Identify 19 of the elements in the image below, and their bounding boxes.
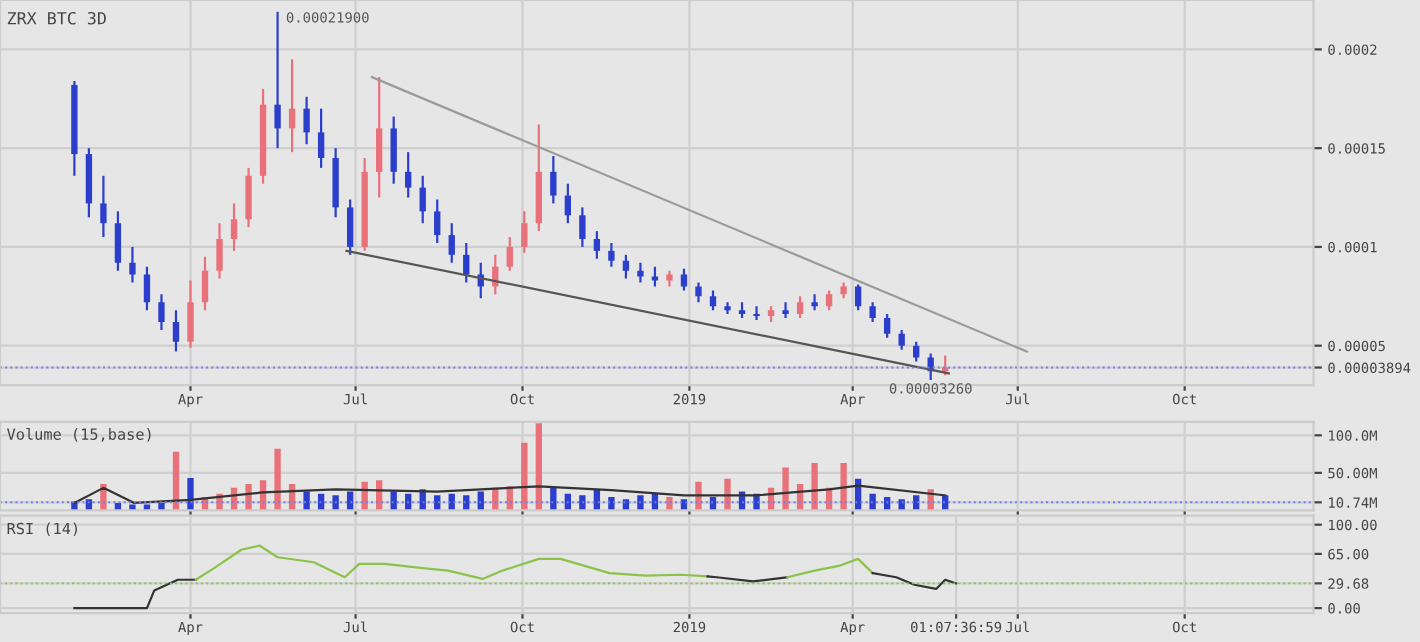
bar: [550, 487, 557, 511]
line-series: [871, 571, 958, 591]
bar: [666, 496, 673, 511]
bar: [782, 467, 789, 511]
line-series: [786, 557, 874, 579]
bar: [811, 463, 818, 511]
bar: [840, 463, 847, 511]
line-series: [73, 484, 947, 504]
bar: [869, 493, 876, 511]
bar: [303, 491, 310, 511]
bar: [695, 481, 702, 511]
bar: [187, 478, 194, 511]
text: ZRX BTC 3D: [7, 11, 106, 25]
bar: [724, 478, 731, 511]
bar: [332, 495, 339, 511]
bar: [129, 504, 136, 511]
bar: [274, 448, 281, 511]
bar: [579, 495, 586, 511]
bar: [637, 495, 644, 511]
